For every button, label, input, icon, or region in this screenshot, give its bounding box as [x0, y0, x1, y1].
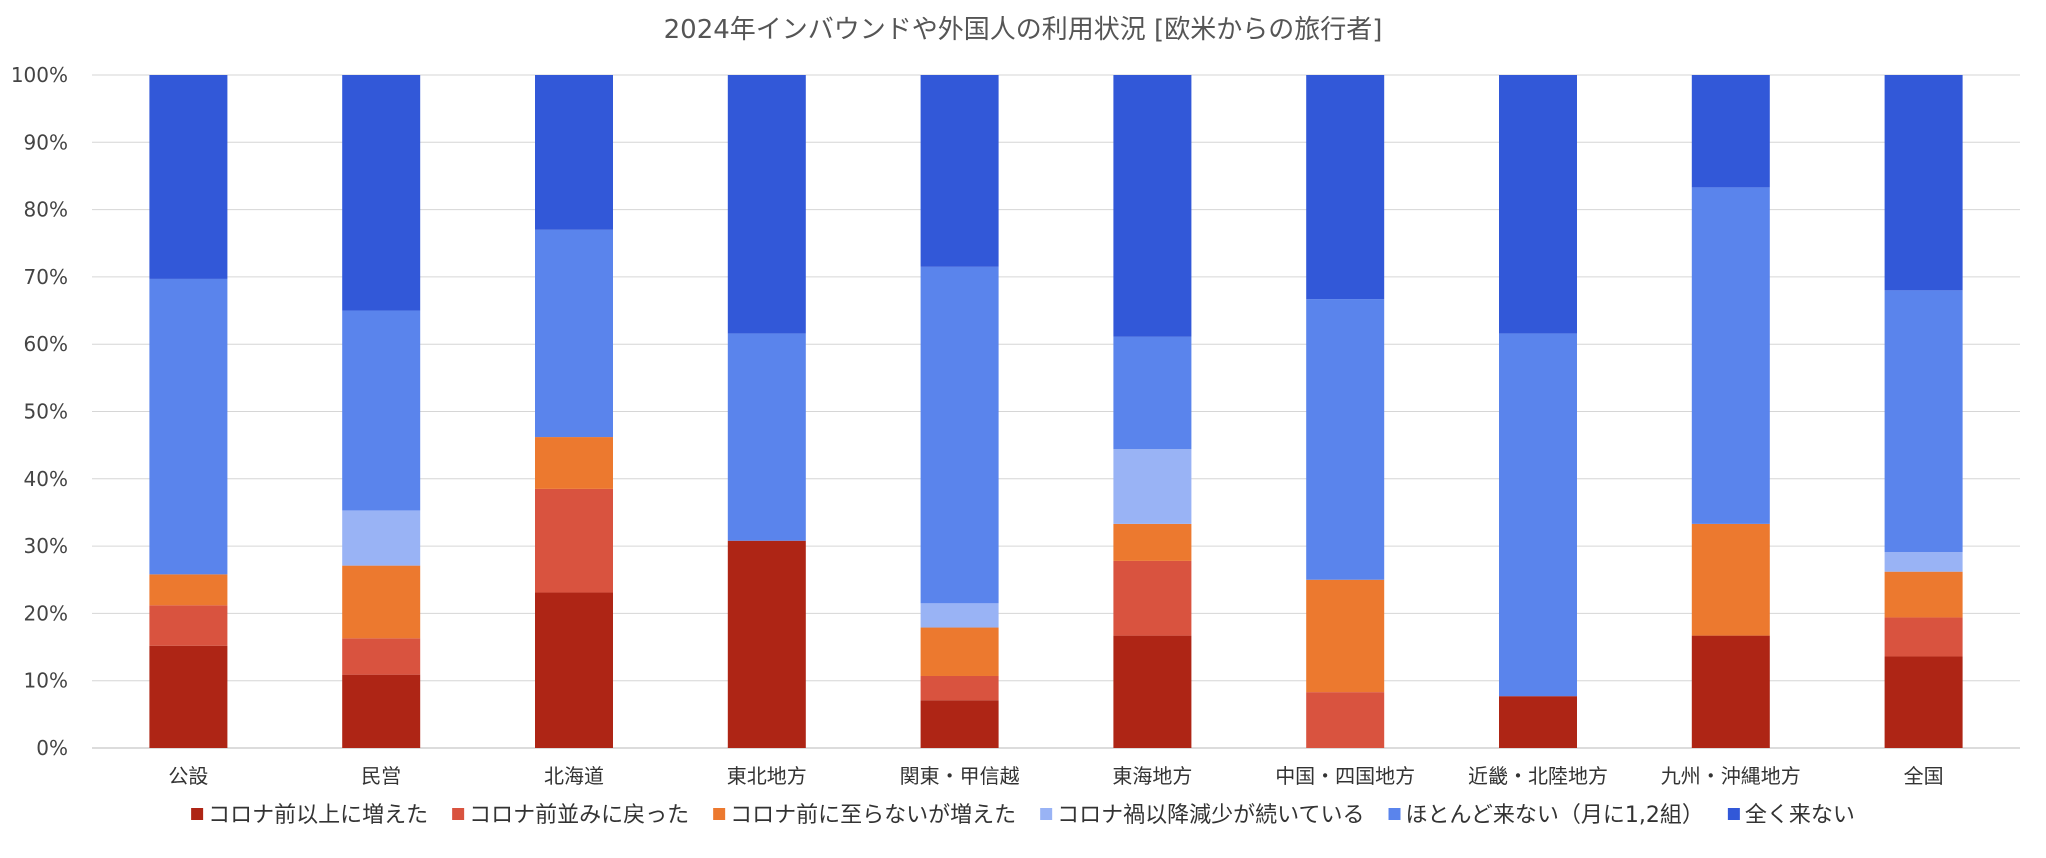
bars: [149, 75, 1963, 748]
y-axis: 0% 10% 20% 30% 40% 50% 60% 70% 80% 90% 100%: [11, 63, 68, 760]
x-tick-label: 東海地方: [1112, 764, 1192, 788]
bar-segment: [535, 75, 613, 230]
x-tick-label: 民営: [361, 764, 401, 788]
bar-segment: [1113, 560, 1192, 636]
bar-segment: [1306, 692, 1385, 748]
y-tick-label: 40%: [24, 467, 68, 491]
bar-segment: [342, 510, 421, 566]
y-tick-label: 0%: [36, 736, 68, 760]
legend-label: コロナ禍以降減少が続いている: [1057, 803, 1364, 828]
bar-segment: [342, 75, 421, 311]
bar-segment: [535, 437, 613, 489]
bar-segment: [1884, 571, 1963, 618]
bar-segment: [149, 75, 228, 279]
bar-segment: [535, 229, 613, 438]
legend-swatch: [191, 808, 204, 820]
bar-segment: [1884, 290, 1963, 553]
bar-segment: [1499, 333, 1577, 697]
legend-item: コロナ禍以降減少が続いている: [1040, 803, 1365, 828]
bar-segment: [1884, 617, 1963, 657]
legend-swatch: [1727, 808, 1740, 820]
bar-segment: [149, 278, 228, 575]
bar-segment: [1691, 75, 1770, 188]
bar-segment: [1113, 635, 1192, 748]
y-tick-label: 60%: [24, 332, 68, 356]
x-axis: 公設 民営 北海道 東北地方 関東・甲信越 東海地方 中国・四国地方 近畿・北陸地方 九州・沖縄…: [168, 764, 1943, 788]
legend-swatch: [1388, 808, 1401, 820]
chart-title: 2024年インバウンドや外国人の利用状況 [欧米からの旅行者]: [664, 15, 1383, 45]
bar-segment: [342, 565, 421, 639]
bar-segment: [342, 638, 421, 675]
bar-segment: [149, 605, 228, 646]
legend-label: ほとんど来ない（月に1,2組）: [1406, 803, 1704, 828]
y-tick-label: 10%: [24, 669, 68, 693]
bar-segment: [920, 75, 999, 267]
legend-item: コロナ前に至らないが増えた: [713, 803, 1016, 828]
bar-segment: [727, 540, 806, 748]
bar-segment: [727, 333, 806, 541]
bar-segment: [727, 75, 806, 334]
bar-segment: [535, 488, 613, 593]
legend-swatch: [452, 808, 465, 820]
bar-segment: [149, 574, 228, 606]
legend-swatch: [1040, 808, 1053, 820]
y-tick-label: 90%: [24, 130, 68, 154]
legend-item: コロナ前並みに戻った: [452, 803, 689, 828]
bar-segment: [1499, 696, 1577, 748]
bar-segment: [1884, 552, 1963, 572]
bar-segment: [920, 603, 999, 628]
bar-segment: [1306, 75, 1385, 300]
y-tick-label: 50%: [24, 400, 68, 424]
y-tick-label: 30%: [24, 534, 68, 558]
legend-item: コロナ前以上に増えた: [191, 803, 428, 828]
legend-label: コロナ前以上に増えた: [208, 803, 428, 828]
legend-label: コロナ前に至らないが増えた: [730, 803, 1016, 828]
bar-segment: [1884, 75, 1963, 291]
legend-label: 全く来ない: [1745, 803, 1855, 828]
x-tick-label: 全国: [1904, 764, 1944, 788]
legend-swatch: [713, 808, 726, 820]
legend-label: コロナ前並みに戻った: [469, 803, 689, 828]
bar-segment: [1306, 299, 1385, 580]
y-tick-label: 80%: [24, 198, 68, 222]
y-tick-label: 20%: [24, 601, 68, 625]
bar-segment: [342, 310, 421, 511]
bar-segment: [1691, 635, 1770, 748]
bar-segment: [342, 674, 421, 748]
bar-segment: [1884, 656, 1963, 748]
bar-segment: [920, 700, 999, 748]
x-tick-label: 東北地方: [727, 764, 807, 788]
y-tick-label: 70%: [24, 265, 68, 289]
legend: コロナ前以上に増えた コロナ前並みに戻った コロナ前に至らないが増えた コロナ禍以降減…: [191, 803, 1855, 828]
bar-segment: [1113, 75, 1192, 337]
bar-segment: [149, 645, 228, 748]
bar-segment: [1113, 449, 1192, 524]
y-tick-label: 100%: [11, 63, 68, 87]
bar-segment: [920, 266, 999, 604]
x-tick-label: 九州・沖縄地方: [1661, 764, 1801, 788]
bar-segment: [1691, 523, 1770, 636]
legend-item: 全く来ない: [1727, 803, 1855, 828]
bar-segment: [535, 592, 613, 748]
x-tick-label: 中国・四国地方: [1275, 764, 1415, 788]
x-tick-label: 北海道: [544, 764, 604, 788]
x-tick-label: 関東・甲信越: [900, 764, 1020, 788]
bar-segment: [1499, 75, 1577, 334]
bar-segment: [1691, 187, 1770, 524]
legend-item: ほとんど来ない（月に1,2組）: [1388, 803, 1704, 828]
x-tick-label: 公設: [168, 764, 208, 788]
bar-segment: [1113, 336, 1192, 450]
x-tick-label: 近畿・北陸地方: [1468, 764, 1608, 788]
bar-segment: [1113, 523, 1192, 561]
bar-segment: [920, 675, 999, 701]
bar-segment: [1306, 579, 1385, 693]
bar-segment: [920, 627, 999, 676]
